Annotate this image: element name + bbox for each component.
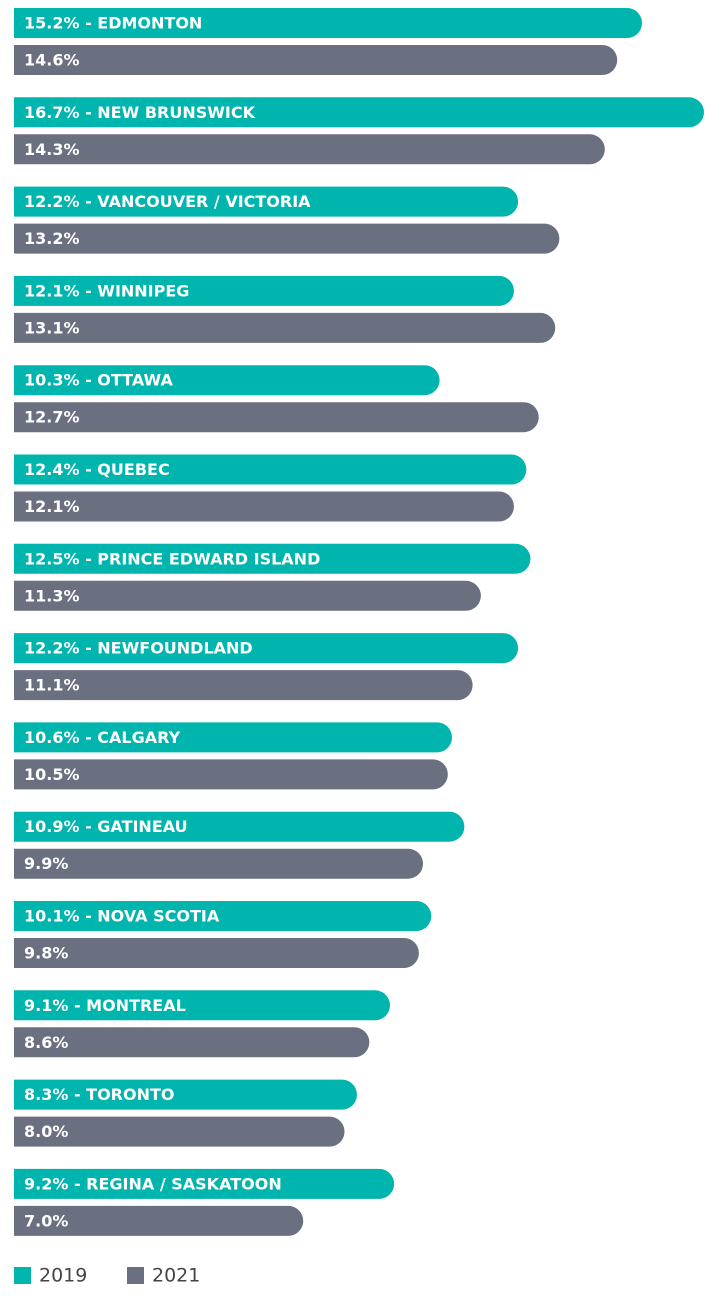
bar [14, 901, 432, 931]
bar [14, 1205, 304, 1236]
bar-label: 12.5% - PRINCE EDWARD ISLAND [24, 549, 320, 568]
bar [14, 633, 519, 664]
bar-label: 13.2% [24, 229, 80, 248]
bar-label: 7.0% [24, 1211, 68, 1230]
bar-label: 10.6% - CALGARY [24, 728, 181, 747]
bar-label: 8.3% - TORONTO [24, 1085, 175, 1104]
bar-label: 13.1% [24, 318, 80, 337]
bar [14, 938, 419, 969]
bar [14, 186, 519, 217]
bar-label: 14.6% [24, 51, 80, 70]
legend-swatch [14, 1267, 31, 1284]
bar-label: 8.6% [24, 1033, 68, 1052]
bar [14, 312, 556, 343]
bar [14, 1079, 357, 1110]
bar [14, 491, 514, 522]
legend-swatch [127, 1267, 144, 1284]
bar-label: 11.3% [24, 586, 80, 605]
bar-label: 12.2% - VANCOUVER / VICTORIA [24, 192, 311, 211]
bar-label: 16.7% - NEW BRUNSWICK [24, 103, 256, 122]
bar [14, 223, 560, 254]
legend-label: 2021 [152, 1265, 200, 1287]
bar-label: 9.2% - REGINA / SASKATOON [24, 1174, 282, 1193]
bar [14, 134, 605, 165]
bar [14, 8, 643, 38]
bar [14, 365, 440, 396]
bar-label: 12.7% [24, 408, 80, 427]
bar-label: 10.1% - NOVA SCOTIA [24, 907, 220, 926]
bar [14, 45, 618, 75]
bar [14, 580, 481, 611]
bar [14, 1168, 395, 1199]
bar-label: 10.9% - GATINEAU [24, 817, 188, 836]
bar [14, 543, 531, 574]
bar [14, 848, 424, 879]
bar [14, 811, 465, 842]
bar-label: 9.1% - MONTREAL [24, 996, 186, 1015]
bar-label: 15.2% - EDMONTON [24, 14, 202, 33]
bar [14, 670, 473, 701]
bar-label: 12.2% - NEWFOUNDLAND [24, 639, 253, 658]
legend-label: 2019 [39, 1265, 87, 1287]
bar-label: 12.1% [24, 497, 80, 516]
bar-label: 9.9% [24, 854, 68, 873]
bar [14, 97, 704, 128]
bar [14, 1116, 345, 1147]
bar-label: 10.3% - OTTAWA [24, 371, 173, 390]
bar [14, 759, 448, 790]
bar-label: 9.8% [24, 944, 68, 963]
bar-label: 10.5% [24, 765, 80, 784]
bar [14, 402, 539, 433]
bar [14, 275, 514, 306]
bar-label: 14.3% [24, 140, 80, 159]
bar-label: 12.1% - WINNIPEG [24, 281, 189, 300]
bar [14, 1027, 370, 1058]
bar-label: 12.4% - QUEBEC [24, 460, 170, 479]
bar-label: 11.1% [24, 676, 80, 695]
bar [14, 990, 390, 1021]
bar [14, 722, 452, 753]
bar-label: 8.0% [24, 1122, 68, 1141]
bar [14, 454, 527, 485]
